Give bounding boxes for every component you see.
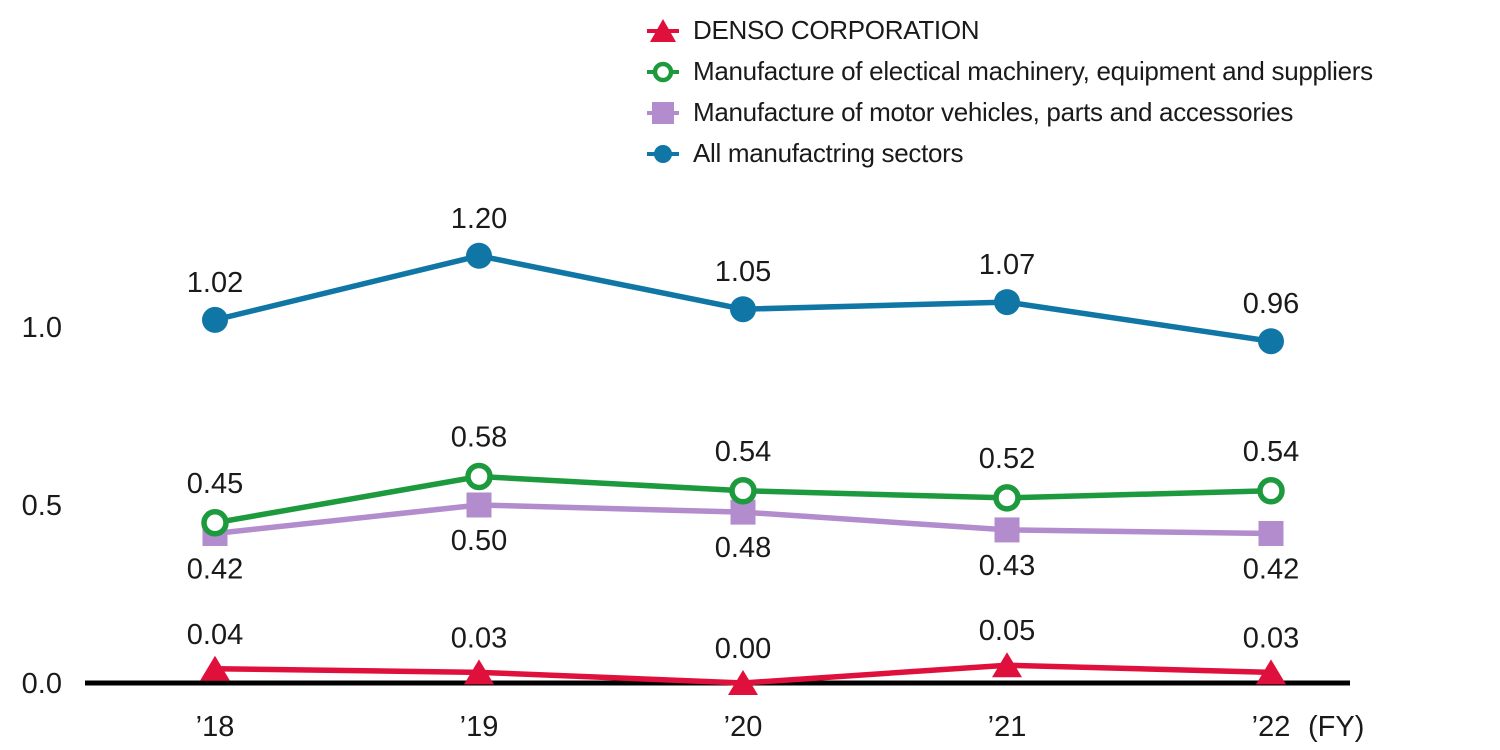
square-icon	[647, 101, 679, 124]
value-label: 0.05	[979, 615, 1035, 647]
circle-icon	[647, 144, 679, 163]
value-label: 0.42	[187, 553, 243, 585]
circle-marker	[994, 289, 1020, 316]
triangle-icon	[647, 18, 679, 42]
circle-marker	[1258, 328, 1284, 355]
value-label: 1.07	[979, 249, 1035, 281]
legend-item: All manufactring sectors	[645, 133, 1373, 174]
value-label: 1.05	[715, 256, 771, 288]
value-label: 0.45	[187, 468, 243, 500]
open-circle-marker	[1257, 477, 1285, 505]
triangle-marker	[200, 655, 230, 681]
x-tick-label: ’21	[988, 711, 1027, 743]
legend-label: DENSO CORPORATION	[693, 15, 980, 45]
chart-legend: DENSO CORPORATION Manufacture of electica…	[645, 10, 1373, 174]
value-label: 0.04	[187, 619, 243, 651]
value-label: 0.50	[451, 525, 507, 557]
legend-item: DENSO CORPORATION	[645, 10, 1373, 51]
open-circle-icon	[647, 61, 679, 82]
open-circle-marker	[993, 484, 1021, 512]
value-label: 0.43	[979, 550, 1035, 582]
value-label: 0.54	[1243, 436, 1299, 468]
value-label: 0.52	[979, 443, 1035, 475]
x-tick-label: ’19	[460, 711, 499, 743]
legend-label: Manufacture of electical machinery, equi…	[693, 56, 1373, 86]
value-label: 0.42	[1243, 553, 1299, 585]
open-circle-marker	[201, 509, 229, 537]
triangle-marker	[1256, 659, 1286, 685]
value-label: 0.54	[715, 436, 771, 468]
value-label: 0.58	[451, 422, 507, 454]
value-label: 0.00	[715, 633, 771, 665]
legend-item: Manufacture of motor vehicles, parts and…	[645, 92, 1373, 133]
circle-marker	[466, 242, 492, 269]
x-tick-label: ’20	[724, 711, 763, 743]
open-circle-marker	[729, 477, 757, 505]
x-tick-label: ’18	[196, 711, 235, 743]
legend-label: Manufacture of motor vehicles, parts and…	[693, 97, 1294, 127]
value-label: 0.96	[1243, 288, 1299, 320]
legend-item: Manufacture of electical machinery, equi…	[645, 51, 1373, 92]
triangle-marker	[464, 659, 494, 685]
circle-marker	[730, 296, 756, 323]
legend-label: All manufactring sectors	[693, 138, 964, 168]
x-tick-label: ’22	[1252, 711, 1291, 743]
triangle-marker	[728, 670, 758, 695]
open-circle-marker	[465, 462, 493, 491]
y-tick-label: 0.0	[22, 668, 62, 700]
square-marker	[1258, 520, 1284, 546]
value-label: 0.03	[1243, 622, 1299, 654]
square-marker	[994, 517, 1020, 543]
y-tick-label: 0.5	[22, 490, 62, 522]
y-tick-label: 1.0	[22, 312, 62, 344]
value-label: 1.02	[187, 267, 243, 299]
value-label: 1.20	[451, 203, 507, 235]
triangle-marker	[992, 652, 1022, 678]
value-label: 0.48	[715, 532, 771, 564]
value-label: 0.03	[451, 622, 507, 654]
circle-marker	[202, 306, 228, 333]
x-axis-unit-label: (FY)	[1308, 711, 1364, 743]
square-marker	[466, 492, 492, 518]
